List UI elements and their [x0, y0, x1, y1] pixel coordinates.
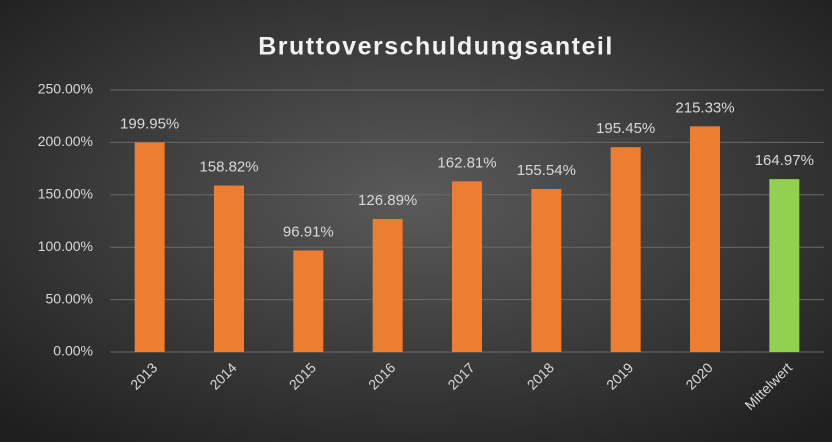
- value-label: 199.95%: [120, 115, 179, 132]
- bar: [610, 147, 641, 352]
- chart-title: Bruttoverschuldungsanteil: [258, 33, 614, 61]
- value-label: 164.97%: [755, 152, 814, 169]
- y-tick-label: 250.00%: [38, 81, 93, 97]
- y-tick-label: 100.00%: [38, 238, 93, 254]
- value-label: 96.91%: [283, 223, 334, 240]
- value-label: 162.81%: [437, 154, 496, 171]
- y-tick-label: 200.00%: [38, 133, 93, 149]
- bar: [134, 142, 165, 352]
- value-label: 155.54%: [517, 162, 576, 179]
- y-tick-label: 50.00%: [46, 290, 93, 306]
- value-label: 195.45%: [596, 120, 655, 137]
- y-tick-label: 150.00%: [38, 186, 93, 202]
- value-label: 158.82%: [199, 159, 258, 176]
- value-label: 126.89%: [358, 192, 417, 209]
- bar: [293, 250, 324, 352]
- bar: [690, 126, 720, 352]
- bar: [452, 181, 482, 352]
- value-label: 215.33%: [675, 99, 734, 116]
- bar: [372, 219, 403, 352]
- bar: [531, 188, 562, 352]
- bar: [769, 179, 800, 352]
- y-tick-label: 0.00%: [53, 343, 93, 359]
- bar: [214, 185, 244, 352]
